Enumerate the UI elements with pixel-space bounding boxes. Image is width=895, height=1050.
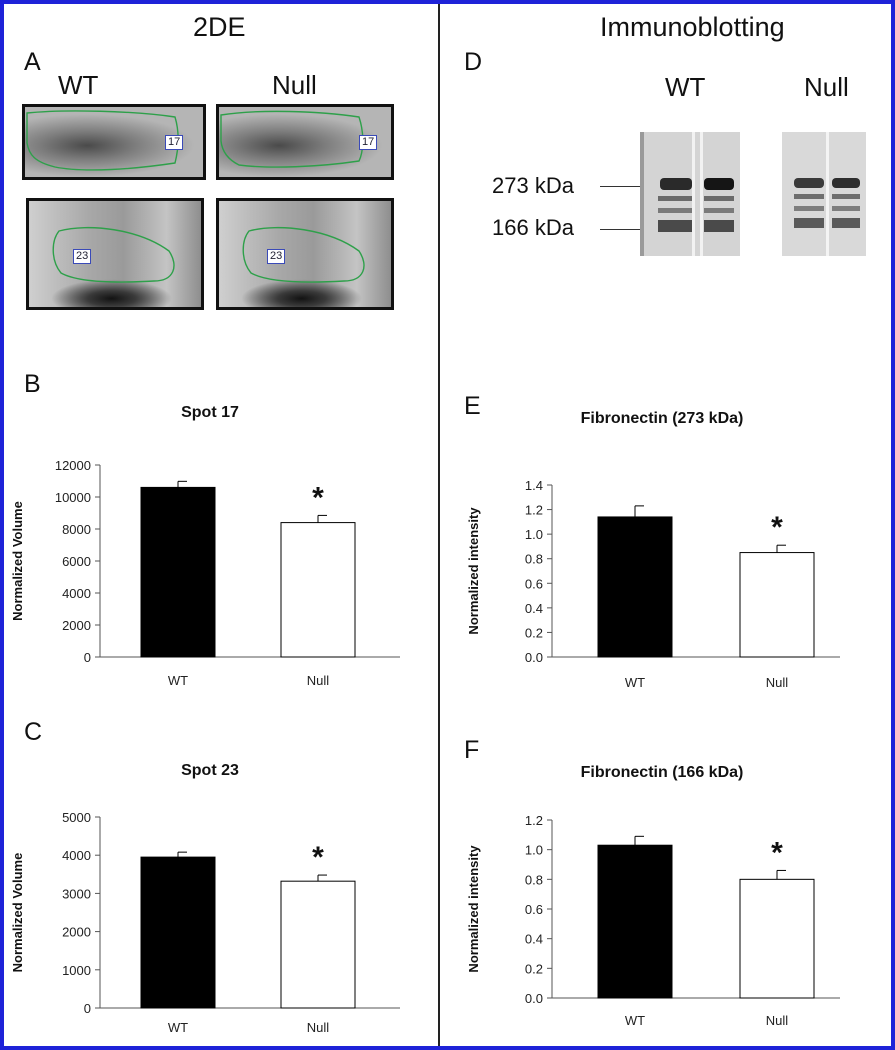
x-category-label: WT bbox=[168, 673, 188, 688]
left-column-title: 2DE bbox=[193, 12, 246, 42]
y-tick-label: 0.2 bbox=[525, 625, 543, 640]
panel-label-e: E bbox=[464, 392, 481, 420]
panel-label-f: F bbox=[464, 736, 480, 764]
marker-166-line bbox=[600, 229, 640, 230]
x-category-label: WT bbox=[625, 1013, 645, 1028]
gel-spot17-null: 17 bbox=[216, 104, 394, 180]
panel-label-a: A bbox=[24, 48, 41, 76]
chart-spot17: Spot 17 Normalized Volume 0 2000 4000 6000 800… bbox=[10, 404, 400, 688]
y-tick-label: 0 bbox=[84, 1001, 91, 1016]
y-tick-label: 4000 bbox=[62, 848, 91, 863]
chart-title: Spot 17 bbox=[181, 404, 239, 421]
spot-tag-17-null: 17 bbox=[359, 135, 378, 150]
blot-label-wt: WT bbox=[665, 72, 706, 102]
x-category-label: Null bbox=[766, 675, 789, 690]
column-divider bbox=[438, 4, 440, 1046]
panel-label-b: B bbox=[24, 370, 41, 398]
y-tick-label: 0.0 bbox=[525, 650, 543, 665]
marker-166: 166 kDa bbox=[492, 215, 574, 240]
blot-wt bbox=[640, 132, 740, 256]
bar-wt bbox=[140, 486, 216, 658]
spot17-outline-null bbox=[220, 110, 364, 168]
x-category-label: Null bbox=[307, 673, 330, 688]
significance-marker: * bbox=[312, 481, 324, 514]
y-tick-label: 1.2 bbox=[525, 503, 543, 518]
chart-title: Fibronectin (166 kDa) bbox=[581, 764, 744, 781]
chart-fibronectin-273: Fibronectin (273 kDa) Normalized intensit… bbox=[466, 410, 840, 690]
y-tick-label: 0.6 bbox=[525, 576, 543, 591]
y-tick-label: 0 bbox=[84, 650, 91, 665]
y-tick-label: 1.4 bbox=[525, 478, 543, 493]
y-tick-label: 1.0 bbox=[525, 527, 543, 542]
blot-null-bands bbox=[794, 132, 860, 256]
chart-title: Spot 23 bbox=[181, 762, 239, 779]
y-tick-label: 6000 bbox=[62, 554, 91, 569]
bar-wt bbox=[597, 516, 673, 658]
marker-273-line bbox=[600, 186, 640, 187]
spot-tag-23-wt: 23 bbox=[73, 249, 92, 264]
y-tick-label: 0.6 bbox=[525, 902, 543, 917]
bar-null bbox=[280, 880, 356, 1009]
y-tick-label: 1.0 bbox=[525, 843, 543, 858]
x-category-label: Null bbox=[766, 1013, 789, 1028]
y-tick-label: 0.8 bbox=[525, 872, 543, 887]
panel-label-d: D bbox=[464, 48, 483, 76]
blot-wt-bands bbox=[640, 132, 734, 256]
significance-marker: * bbox=[771, 511, 783, 544]
significance-marker: * bbox=[771, 836, 783, 869]
x-category-label: Null bbox=[307, 1020, 330, 1035]
gel-label-wt: WT bbox=[58, 70, 99, 100]
gel-spot23-wt: 23 bbox=[26, 198, 204, 310]
y-tick-label: 8000 bbox=[62, 522, 91, 537]
y-tick-label: 3000 bbox=[62, 886, 91, 901]
y-axis-label: Normalized Volume bbox=[10, 501, 25, 621]
spot-tag-17-wt: 17 bbox=[165, 135, 184, 150]
marker-273: 273 kDa bbox=[492, 173, 574, 198]
y-axis-label: Normalized intensity bbox=[466, 507, 481, 635]
y-tick-label: 0.4 bbox=[525, 932, 543, 947]
spot-tag-23-null: 23 bbox=[267, 249, 286, 264]
y-tick-label: 0.2 bbox=[525, 961, 543, 976]
bar-wt bbox=[140, 856, 216, 1009]
significance-marker: * bbox=[312, 841, 324, 874]
y-tick-label: 1000 bbox=[62, 963, 91, 978]
blot-label-null: Null bbox=[804, 72, 849, 102]
y-tick-label: 2000 bbox=[62, 618, 91, 633]
gel-spot17-wt: 17 bbox=[22, 104, 206, 180]
y-tick-label: 2000 bbox=[62, 925, 91, 940]
chart-fibronectin-166: Fibronectin (166 kDa) Normalized intensit… bbox=[466, 764, 840, 1028]
bar-wt bbox=[597, 844, 673, 999]
bar-null bbox=[739, 552, 815, 658]
bar-null bbox=[280, 522, 356, 658]
y-tick-label: 10000 bbox=[55, 490, 91, 505]
y-tick-label: 0.4 bbox=[525, 601, 543, 616]
y-axis-label: Normalized Volume bbox=[10, 853, 25, 973]
spot23-outline-null bbox=[242, 226, 365, 283]
y-tick-label: 5000 bbox=[62, 810, 91, 825]
y-tick-label: 12000 bbox=[55, 458, 91, 473]
y-tick-label: 1.2 bbox=[525, 813, 543, 828]
spot17-outline-wt bbox=[26, 110, 179, 171]
chart-title: Fibronectin (273 kDa) bbox=[581, 410, 744, 427]
y-tick-label: 0.0 bbox=[525, 991, 543, 1006]
y-tick-label: 0.8 bbox=[525, 552, 543, 567]
panel-label-c: C bbox=[24, 718, 43, 746]
y-axis-label: Normalized intensity bbox=[466, 845, 481, 973]
right-column-title: Immunoblotting bbox=[600, 12, 785, 42]
x-category-label: WT bbox=[168, 1020, 188, 1035]
x-category-label: WT bbox=[625, 675, 645, 690]
gel-label-null: Null bbox=[272, 70, 317, 100]
bar-null bbox=[739, 878, 815, 999]
chart-spot23: Spot 23 Normalized Volume 0 1000 2000 3000 400… bbox=[10, 762, 400, 1035]
y-tick-label: 4000 bbox=[62, 586, 91, 601]
spot23-outline-wt bbox=[52, 226, 175, 283]
gel-spot23-null: 23 bbox=[216, 198, 394, 310]
blot-null bbox=[782, 132, 866, 256]
